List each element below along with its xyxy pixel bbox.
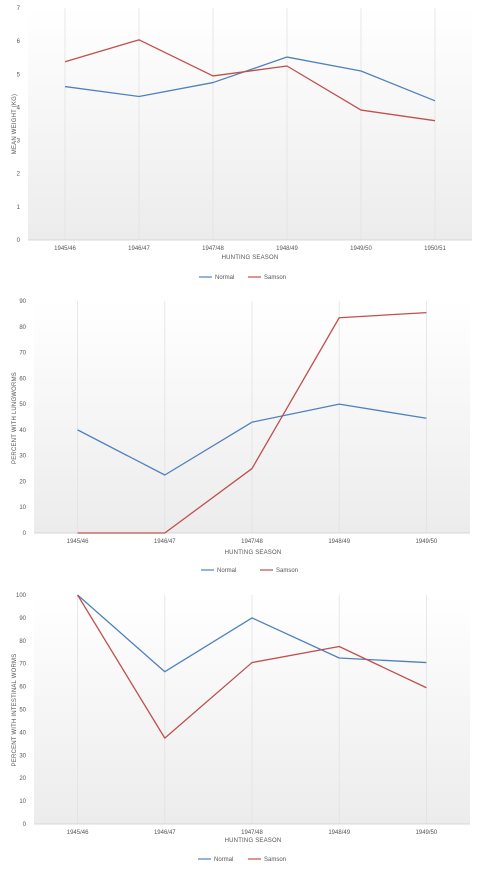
x-tick-label: 1949/50 xyxy=(350,246,372,252)
x-tick-label: 1948/49 xyxy=(276,246,298,252)
y-tick-label: 30 xyxy=(19,454,26,460)
legend-normal-label: Normal xyxy=(214,857,233,863)
x-tick-label: 1948/49 xyxy=(328,830,350,836)
y-tick-label: 6 xyxy=(17,39,21,45)
series-line-samson xyxy=(64,39,436,122)
y-tick-label: 100 xyxy=(16,593,27,599)
y-tick-label: 20 xyxy=(19,776,26,782)
lungworms-chart: 0 10 20 30 40 50 60 70 80 90 1945/46 1946/47 1947/4… xyxy=(0,290,480,580)
series-line-samson xyxy=(77,594,427,739)
y-tick-label: 90 xyxy=(19,616,26,622)
y-tick-label: 50 xyxy=(19,708,26,714)
y-tick-label: 0 xyxy=(23,822,27,828)
x-tick-label: 1945/46 xyxy=(67,539,89,545)
y-tick-label: 10 xyxy=(19,799,26,805)
y-tick-label: 10 xyxy=(19,505,26,511)
y-tick-label: 60 xyxy=(19,685,26,691)
legend-normal-label: Normal xyxy=(215,275,234,281)
x-axis-label: HUNTING SEASON xyxy=(225,550,282,556)
legend: Normal Samson xyxy=(201,568,298,574)
mean-weight-chart: 0 1 2 3 4 5 6 7 1945/46 1946/47 1947/48 1948/49 194… xyxy=(0,0,480,285)
y-tick-label: 0 xyxy=(23,531,27,537)
series-line-normal xyxy=(77,594,427,673)
y-tick-label: 80 xyxy=(19,325,26,331)
legend-samson-label: Samson xyxy=(264,275,286,281)
y-axis-label: MEAN WEIGHT (KG) xyxy=(12,94,18,154)
x-axis-label: HUNTING SEASON xyxy=(225,838,282,844)
x-tick-label: 1946/47 xyxy=(128,246,150,252)
plot-area xyxy=(28,8,472,240)
y-tick-label: 70 xyxy=(19,351,26,357)
x-tick-label: 1945/46 xyxy=(67,830,89,836)
y-tick-label: 70 xyxy=(19,662,26,668)
y-tick-label: 30 xyxy=(19,753,26,759)
y-tick-label: 20 xyxy=(19,479,26,485)
y-axis-label: PERCENT WITH INTESTINAL WORMS xyxy=(12,654,18,767)
x-tick-label: 1948/49 xyxy=(328,539,350,545)
x-tick-label: 1947/48 xyxy=(241,539,263,545)
legend-samson-label: Samson xyxy=(264,857,286,863)
y-tick-label: 2 xyxy=(17,172,21,178)
x-tick-label: 1946/47 xyxy=(154,539,176,545)
legend: Normal Samson xyxy=(199,275,286,281)
x-tick-label: 1949/50 xyxy=(416,539,438,545)
y-tick-label: 90 xyxy=(19,299,26,305)
series-line-normal xyxy=(77,403,427,476)
lungworms-chart-svg: 0 10 20 30 40 50 60 70 80 90 1945/46 1946/47 1947/4… xyxy=(12,299,470,574)
y-tick-label: 60 xyxy=(19,376,26,382)
legend-samson-label: Samson xyxy=(276,568,298,574)
y-tick-label: 40 xyxy=(19,730,26,736)
y-tick-label: 40 xyxy=(19,428,26,434)
y-tick-label: 1 xyxy=(17,205,21,211)
x-tick-label: 1947/48 xyxy=(241,830,263,836)
x-tick-label: 1945/46 xyxy=(54,246,76,252)
x-tick-label: 1947/48 xyxy=(202,246,224,252)
y-axis-label: PERCENT WITH LUNGWORMS xyxy=(12,372,18,464)
legend: Normal Samson xyxy=(198,857,286,863)
y-tick-label: 4 xyxy=(17,105,21,111)
series-line-samson xyxy=(77,311,427,534)
y-tick-label: 7 xyxy=(17,6,21,12)
y-tick-label: 80 xyxy=(19,639,26,645)
y-tick-label: 0 xyxy=(17,238,21,244)
intestinal-worms-chart-svg: 0 10 20 30 40 50 60 70 80 90 100 1945/46 1946/47 194… xyxy=(12,593,470,863)
legend-normal-label: Normal xyxy=(217,568,236,574)
intestinal-worms-chart: 0 10 20 30 40 50 60 70 80 90 100 1945/46 1946/47 194… xyxy=(0,585,480,871)
y-tick-label: 5 xyxy=(17,72,21,78)
series-line-normal xyxy=(64,56,436,102)
x-tick-label: 1946/47 xyxy=(154,830,176,836)
y-tick-label: 3 xyxy=(17,139,21,145)
x-axis-label: HUNTING SEASON xyxy=(222,255,279,261)
x-tick-label: 1950/51 xyxy=(424,246,446,252)
x-tick-label: 1949/50 xyxy=(416,830,438,836)
mean-weight-chart-svg: 0 1 2 3 4 5 6 7 1945/46 1946/47 1947/48 1948/49 194… xyxy=(12,6,472,281)
y-tick-label: 50 xyxy=(19,402,26,408)
